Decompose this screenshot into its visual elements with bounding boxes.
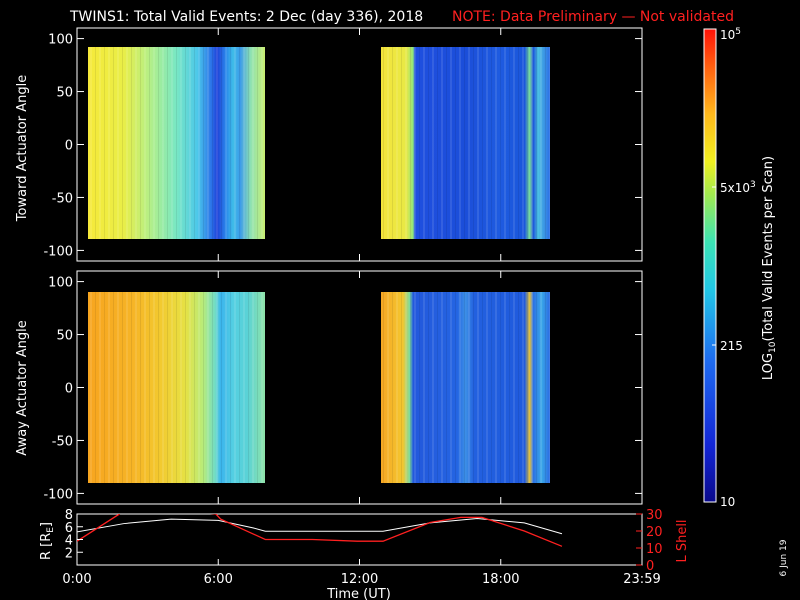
time-tick-label: 18:00	[482, 572, 519, 587]
angle-tick-label: 50	[56, 86, 73, 101]
angle-tick-label: 0	[65, 382, 73, 397]
l-shell-tick-label: 10	[646, 542, 663, 557]
l-shell-tick-label: 0	[646, 559, 654, 574]
r-tick-label: 4	[65, 534, 73, 549]
footer-date: 6 Jun 19	[779, 539, 789, 576]
angle-tick-label: -50	[52, 191, 73, 206]
away-block-1-texture	[88, 292, 265, 483]
angle-tick-label: 100	[48, 33, 73, 48]
colorbar-tick-10-label: 10	[720, 495, 735, 509]
orbit-lines	[77, 514, 563, 547]
panel-toward: 100 50 0 -50 -100 Toward Actuator Angle	[15, 27, 643, 262]
toward-y-axis: 100 50 0 -50 -100	[43, 33, 642, 259]
away-y-axis: 100 50 0 -50 -100	[43, 276, 642, 502]
l-shell-tick-label: 30	[646, 508, 663, 523]
colorbar: 105 5x103 215 10 LOG10(Total Valid Event…	[703, 27, 778, 509]
r-series-line	[77, 517, 563, 535]
r-tick-label: 2	[65, 546, 73, 561]
angle-tick-label: -100	[43, 487, 73, 502]
colorbar-tick-1e5: 105	[720, 27, 741, 42]
orbit-panel-frame	[76, 513, 643, 566]
angle-tick-label: -50	[52, 434, 73, 449]
r-tick-label: 8	[65, 508, 73, 523]
angle-tick-label: -100	[43, 244, 73, 259]
colorbar-tick-215-label: 215	[720, 339, 743, 353]
l-shell-tick-label: 20	[646, 525, 663, 540]
x-axis-label: Time (UT)	[326, 587, 391, 600]
l-shell-axis: 30 20 10 0	[636, 508, 663, 574]
time-tick-label: 0:00	[62, 572, 91, 587]
away-block-2-texture	[381, 292, 550, 483]
colorbar-gradient	[703, 28, 717, 503]
time-axis: 0:00 6:00 12:00 18:00 23:59	[62, 559, 661, 587]
angle-tick-label: 0	[65, 139, 73, 154]
panel-away: 100 50 0 -50 -100 Away Actuator Angle	[15, 270, 643, 505]
angle-tick-label: 100	[48, 276, 73, 291]
colorbar-label: LOG10(Total Valid Events per Scan)	[761, 156, 778, 380]
chart-title: TWINS1: Total Valid Events: 2 Dec (day 3…	[69, 9, 423, 25]
toward-block-1-texture	[88, 47, 265, 239]
time-tick-label: 6:00	[204, 572, 233, 587]
colorbar-tick-5e3-label: 5x103	[720, 180, 756, 195]
time-tick-label: 23:59	[623, 572, 660, 587]
data-note: NOTE: Data Preliminary — Not validated	[452, 9, 734, 25]
away-ylabel: Away Actuator Angle	[15, 320, 30, 455]
toward-block-2-texture	[381, 47, 550, 239]
angle-tick-label: 50	[56, 329, 73, 344]
l-shell-ylabel: L Shell	[675, 519, 690, 562]
r-ylabel: R [RE]	[39, 522, 56, 560]
time-tick-label: 12:00	[341, 572, 378, 587]
toward-x-ticks	[76, 28, 643, 261]
r-tick-label: 6	[65, 521, 73, 536]
toward-ylabel: Toward Actuator Angle	[15, 75, 30, 222]
away-x-ticks	[76, 271, 643, 504]
l-shell-series-line	[77, 514, 563, 547]
